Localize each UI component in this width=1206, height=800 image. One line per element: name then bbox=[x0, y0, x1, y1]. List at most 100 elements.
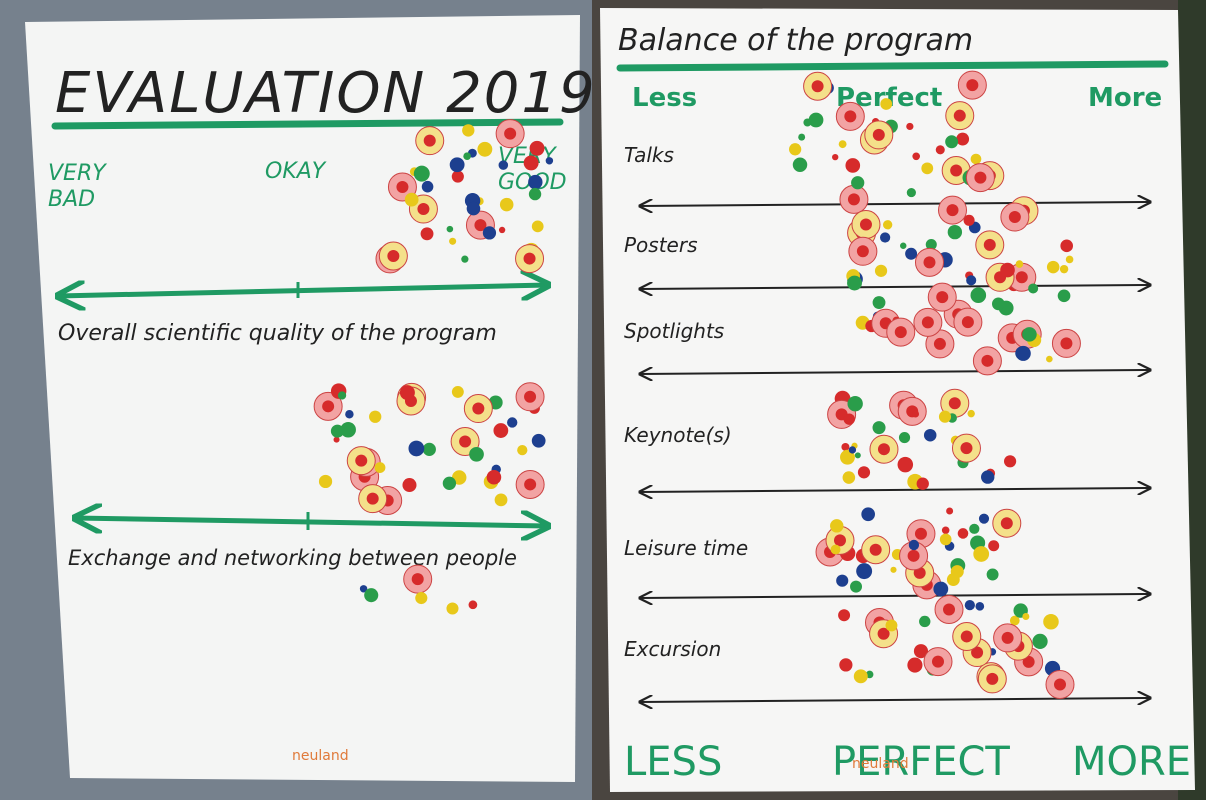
badge-icon bbox=[860, 218, 872, 230]
dot-sticker bbox=[1060, 265, 1068, 273]
dot-sticker bbox=[493, 423, 508, 438]
dot-sticker bbox=[975, 602, 984, 611]
dot-sticker bbox=[452, 386, 464, 398]
dot-sticker bbox=[880, 98, 892, 110]
dot-sticker bbox=[528, 175, 542, 189]
badge-icon bbox=[857, 245, 869, 257]
dot-sticker bbox=[851, 176, 864, 189]
dot-sticker bbox=[467, 202, 481, 216]
badge-icon bbox=[949, 397, 961, 409]
badge-icon bbox=[1002, 632, 1014, 644]
dot-sticker bbox=[402, 478, 416, 492]
dot-sticker bbox=[369, 411, 381, 423]
dot-sticker bbox=[900, 242, 906, 248]
badge-icon bbox=[974, 172, 986, 184]
dot-sticker bbox=[1022, 613, 1029, 620]
dot-sticker bbox=[364, 588, 378, 602]
dot-sticker bbox=[921, 162, 933, 174]
dot-sticker bbox=[1046, 356, 1053, 363]
dot-sticker bbox=[942, 526, 950, 534]
dot-sticker bbox=[405, 193, 419, 207]
dot-sticker bbox=[1016, 260, 1024, 268]
badge-icon bbox=[424, 135, 436, 147]
dot-sticker bbox=[789, 143, 801, 155]
badge-icon bbox=[396, 181, 408, 193]
badge-icon bbox=[848, 193, 860, 205]
dot-sticker bbox=[463, 152, 471, 160]
dot-sticker bbox=[907, 658, 922, 673]
dot-sticker bbox=[850, 581, 862, 593]
dot-sticker bbox=[798, 134, 805, 141]
dot-sticker bbox=[469, 600, 478, 609]
dot-sticker bbox=[946, 508, 953, 515]
badge-icon bbox=[922, 316, 934, 328]
dot-sticker bbox=[422, 181, 434, 193]
dot-sticker bbox=[1028, 283, 1038, 293]
dot-sticker bbox=[415, 592, 427, 604]
badge-icon bbox=[936, 291, 948, 303]
badge-icon bbox=[1016, 271, 1028, 283]
dot-sticker bbox=[462, 124, 474, 136]
dot-sticker bbox=[529, 188, 541, 200]
dot-sticker bbox=[875, 265, 887, 277]
dot-sticker bbox=[830, 519, 843, 532]
badge-icon bbox=[355, 455, 367, 467]
dot-sticker bbox=[856, 563, 872, 579]
dot-sticker bbox=[450, 157, 465, 172]
dot-sticker bbox=[841, 443, 849, 451]
dot-sticker bbox=[338, 391, 346, 399]
row-label: Posters bbox=[624, 233, 698, 257]
right-title: Balance of the program bbox=[618, 23, 973, 58]
logo: neuland bbox=[852, 756, 909, 772]
dot-sticker bbox=[973, 546, 989, 562]
badge-icon bbox=[367, 493, 379, 505]
dot-sticker bbox=[966, 275, 976, 285]
row-label: Spotlights bbox=[624, 319, 724, 343]
dot-sticker bbox=[905, 248, 917, 260]
logo: neuland bbox=[292, 748, 349, 764]
dot-sticker bbox=[948, 225, 962, 239]
dot-sticker bbox=[912, 152, 920, 160]
dot-sticker bbox=[1022, 327, 1037, 342]
dot-sticker bbox=[447, 226, 454, 233]
dot-sticker bbox=[847, 276, 862, 291]
badge-icon bbox=[932, 656, 944, 668]
badge-icon bbox=[322, 400, 334, 412]
dot-sticker bbox=[809, 113, 824, 128]
badge-icon bbox=[459, 436, 471, 448]
dot-sticker bbox=[883, 220, 892, 229]
dot-sticker bbox=[500, 198, 514, 212]
dot-sticker bbox=[956, 133, 969, 146]
dot-sticker bbox=[839, 658, 852, 671]
badge-icon bbox=[844, 110, 856, 122]
dot-sticker bbox=[919, 616, 930, 627]
dot-sticker bbox=[495, 493, 508, 506]
dot-sticker bbox=[499, 227, 505, 233]
dot-sticker bbox=[340, 422, 356, 438]
dot-sticker bbox=[844, 413, 855, 424]
badge-icon bbox=[986, 673, 998, 685]
dot-sticker bbox=[847, 396, 862, 411]
dot-sticker bbox=[838, 609, 850, 621]
title-underline bbox=[55, 122, 560, 126]
badge-icon bbox=[962, 316, 974, 328]
dot-sticker bbox=[849, 446, 856, 453]
dot-sticker bbox=[886, 620, 898, 632]
dot-sticker bbox=[477, 142, 492, 157]
dot-sticker bbox=[969, 524, 979, 534]
badge-icon bbox=[923, 256, 935, 268]
dot-sticker bbox=[1000, 263, 1015, 278]
badge-icon bbox=[412, 573, 424, 585]
dot-sticker bbox=[1016, 346, 1031, 361]
dot-sticker bbox=[873, 296, 886, 309]
dot-sticker bbox=[843, 471, 856, 484]
badge-icon bbox=[1001, 517, 1013, 529]
dot-sticker bbox=[408, 441, 424, 457]
left-title: EVALUATION 2019 bbox=[55, 61, 597, 126]
dot-sticker bbox=[981, 470, 994, 483]
dot-sticker bbox=[873, 421, 886, 434]
scene: EVALUATION 2019 VERYBADOKAYVERYGOOD Over… bbox=[0, 0, 1206, 800]
badge-icon bbox=[812, 80, 824, 92]
dot-sticker bbox=[898, 457, 914, 473]
dot-sticker bbox=[1047, 261, 1059, 273]
